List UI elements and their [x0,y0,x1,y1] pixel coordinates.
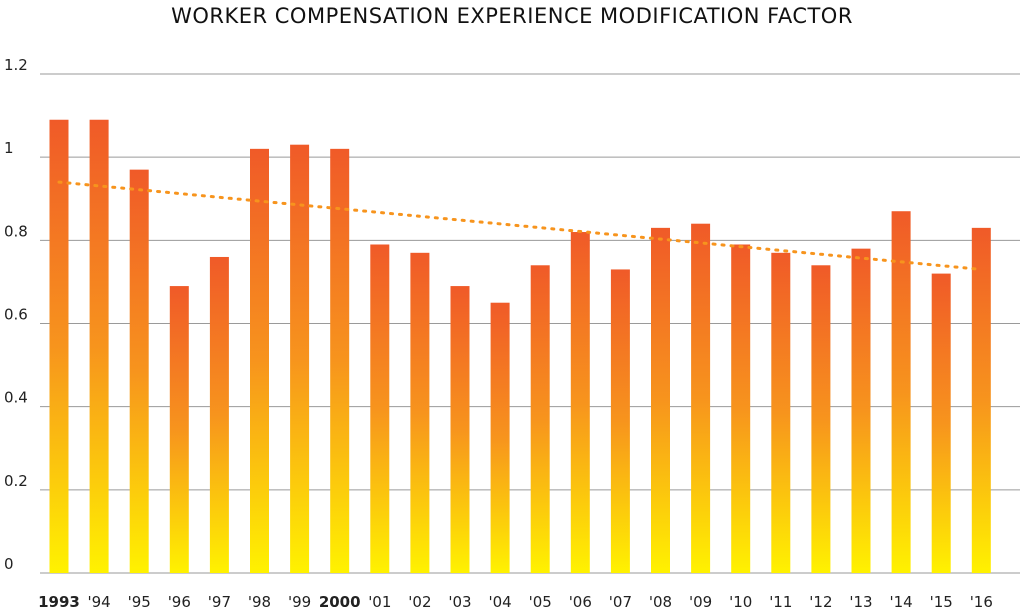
bar [410,252,430,573]
x-tick-label: '12 [809,593,832,611]
bar [209,256,229,573]
bar [250,148,269,573]
x-tick-label: 1993 [38,593,80,611]
x-tick-label: '14 [889,593,912,611]
chart-title: WORKER COMPENSATION EXPERIENCE MODIFICAT… [171,4,853,28]
y-tick-label: 0.6 [4,306,28,324]
x-tick-label: '09 [689,593,712,611]
bar [89,119,109,573]
x-tick-label: '95 [128,593,151,611]
x-tick-label: '01 [368,593,391,611]
x-tick-label: '16 [970,593,993,611]
bar [290,144,310,574]
x-tick-label: '10 [729,593,752,611]
x-tick-label: '11 [769,593,792,611]
x-tick-label: '97 [208,593,231,611]
x-tick-label: '15 [930,593,953,611]
bar [891,211,911,573]
x-tick-label: '04 [488,593,511,611]
y-tick-label: 0.2 [4,472,28,490]
trendline [57,180,983,271]
x-tick-label: '94 [87,593,110,611]
x-tick-label: 2000 [319,593,361,611]
y-tick-label: 1 [4,139,14,157]
x-tick-label: '03 [448,593,471,611]
x-tick-label: '98 [248,593,271,611]
x-tick-label: '02 [408,593,431,611]
x-tick-label: '07 [609,593,632,611]
x-tick-label: '13 [849,593,872,611]
bar [691,223,711,573]
y-tick-label: 1.2 [4,56,28,74]
bar [731,244,751,573]
bar [851,248,871,573]
bar [971,227,991,573]
bar [610,269,630,573]
x-tick-label: '06 [569,593,592,611]
x-tick-label: '05 [529,593,552,611]
bar [530,265,550,573]
y-tick-label: 0.8 [4,222,28,240]
bar [811,265,831,573]
bar [169,286,189,573]
bar [49,119,69,573]
bar [129,169,149,573]
y-tick-label: 0 [4,555,14,573]
bar [570,232,590,573]
bar [931,273,951,573]
bar [370,244,390,573]
bar [771,252,791,573]
x-tick-label: '96 [168,593,191,611]
bar [651,227,670,573]
bar [330,148,350,573]
bar [490,302,510,573]
bar [450,286,470,573]
y-tick-label: 0.4 [4,389,28,407]
x-tick-label: '08 [649,593,672,611]
x-tick-label: '99 [288,593,311,611]
